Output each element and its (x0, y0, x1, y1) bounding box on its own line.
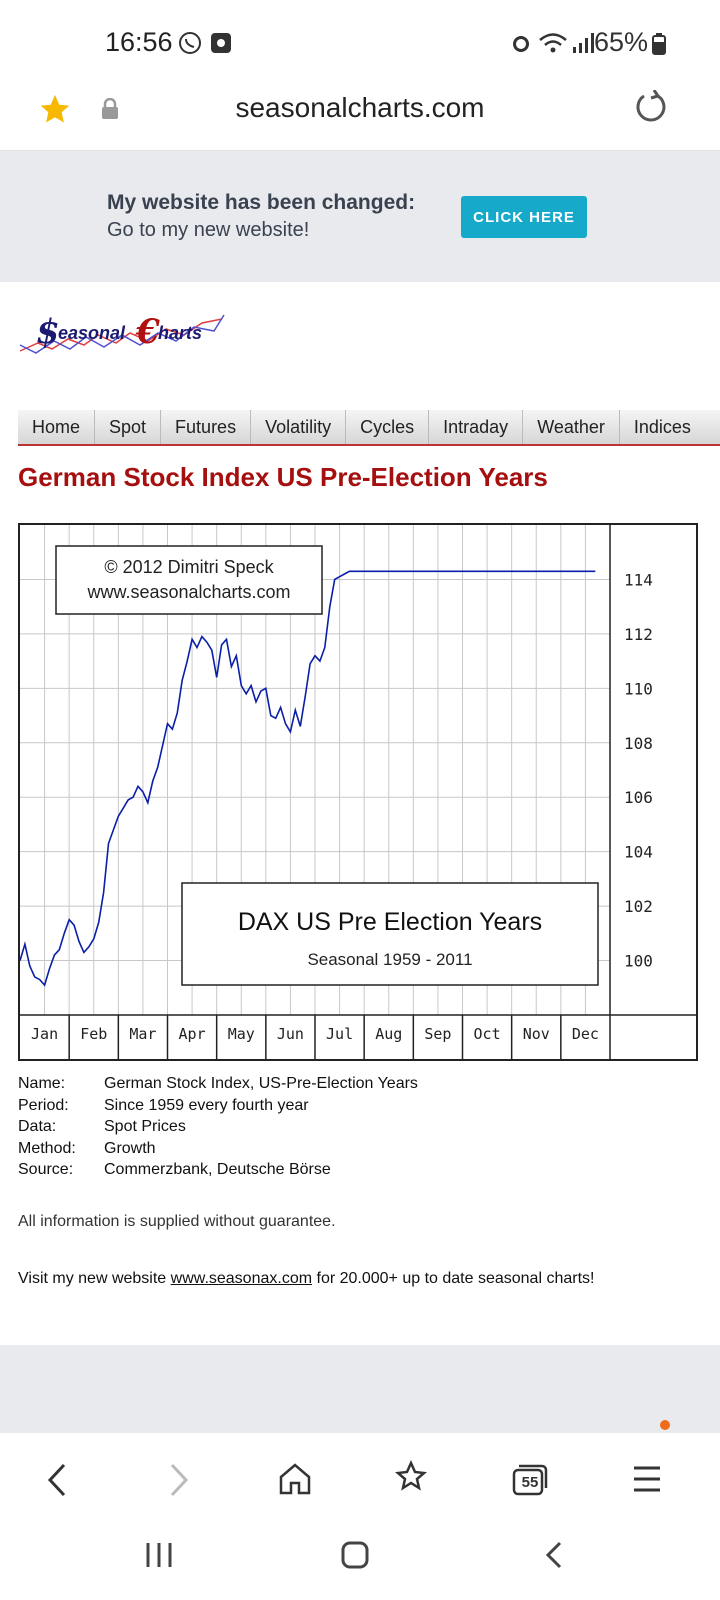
chart-title: DAX US Pre Election Years (238, 908, 542, 936)
nav-weather[interactable]: Weather (523, 410, 620, 444)
battery-level: 65% (593, 27, 648, 57)
nav-spot[interactable]: Spot (95, 410, 162, 444)
clock: 16:56 (105, 27, 173, 57)
recent-apps-icon[interactable] (144, 1540, 174, 1570)
y-tick-label: 112 (624, 625, 653, 644)
info-value: Commerzbank, Deutsche Börse (104, 1161, 331, 1178)
x-tick-label: Mar (129, 1025, 156, 1043)
whatsapp-icon (178, 31, 202, 55)
svg-text:easonal: easonal (58, 323, 126, 343)
y-tick-label: 104 (624, 843, 653, 862)
battery-icon (652, 33, 666, 55)
app-notification-icon (210, 32, 232, 54)
chart-title-box (181, 882, 599, 986)
series-line (19, 570, 596, 987)
y-tick-label: 102 (624, 897, 653, 916)
site-nav: Home Spot Futures Volatility Cycles Intr… (18, 410, 720, 446)
svg-text:$: $ (36, 312, 60, 352)
nav-volatility[interactable]: Volatility (251, 410, 347, 444)
y-tick-label: 110 (624, 679, 653, 698)
copyright-line-1: © 2012 Dimitri Speck (104, 557, 274, 577)
info-key: Data: (18, 1118, 57, 1135)
info-row: Source: Commerzbank, Deutsche Börse (18, 1161, 418, 1183)
site-logo[interactable]: $ easonal € harts (18, 305, 228, 365)
browser-toolbar: 55 (0, 1420, 720, 1526)
back-icon[interactable] (44, 1462, 70, 1498)
info-key: Name: (18, 1075, 66, 1092)
page-title: German Stock Index US Pre-Election Years (18, 462, 548, 492)
menu-notification-dot (660, 1420, 670, 1430)
click-here-button[interactable]: CLICK HERE (461, 196, 587, 238)
x-tick-label: Apr (179, 1025, 206, 1043)
seasonal-chart: Jan Feb Mar Apr May Jun Jul Aug Sep Oct Nov Dec 114 1… (18, 523, 698, 1061)
browser-url-bar[interactable]: seasonalcharts.com (0, 80, 720, 151)
system-back-icon[interactable] (542, 1540, 566, 1570)
chart-subtitle: Seasonal 1959 - 2011 (307, 950, 472, 969)
x-tick-label: Jan (31, 1025, 58, 1043)
bookmark-star-icon[interactable] (38, 92, 72, 126)
wifi-icon (538, 32, 568, 54)
nav-home[interactable]: Home (18, 410, 96, 444)
info-value: Spot Prices (104, 1118, 186, 1135)
info-value: Since 1959 every fourth year (104, 1096, 309, 1114)
nav-cycles[interactable]: Cycles (346, 410, 430, 444)
y-tick-label: 106 (624, 788, 653, 807)
info-row: Method: Growth (18, 1140, 418, 1162)
home-button-icon[interactable] (340, 1540, 370, 1570)
info-key: Method: (18, 1139, 76, 1157)
info-key: Source: (18, 1161, 74, 1178)
nav-intraday[interactable]: Intraday (429, 410, 524, 444)
system-nav-bar (0, 1526, 720, 1600)
url-text[interactable]: seasonalcharts.com (235, 92, 485, 123)
info-row: Period: Since 1959 every fourth year (18, 1097, 418, 1119)
lock-icon (100, 98, 120, 120)
signal-icon (572, 32, 594, 54)
info-row: Data: Spot Prices (18, 1118, 418, 1140)
tabs-count: 55 (521, 1474, 539, 1491)
y-tick-label: 114 (624, 570, 653, 589)
alarm-icon (510, 32, 532, 54)
status-bar: 16:56 65% (0, 0, 720, 80)
chart-svg: Jan Feb Mar Apr May Jun Jul Aug Sep Oct Nov Dec 114 1… (19, 525, 696, 1059)
home-icon[interactable] (278, 1462, 312, 1496)
x-tick-label: Nov (523, 1025, 550, 1043)
copyright-box (55, 545, 323, 615)
x-tick-label: Jul (326, 1025, 353, 1043)
banner-subtext: Go to my new website! (107, 219, 310, 241)
x-tick-label: Sep (424, 1025, 451, 1043)
y-tick-label: 100 (624, 952, 653, 971)
svg-text:harts: harts (158, 323, 202, 343)
x-tick-label: Oct (474, 1025, 501, 1043)
menu-icon[interactable] (632, 1464, 662, 1494)
notice-banner: My website has been changed: Go to my ne… (0, 151, 720, 282)
visit-text: Visit my new website www.seasonax.com fo… (18, 1270, 594, 1288)
copyright-line-2: www.seasonalcharts.com (86, 582, 290, 602)
info-row: Name: German Stock Index, US-Pre-Election… (18, 1075, 418, 1097)
x-tick-label: Dec (572, 1025, 599, 1043)
x-tick-label: Jun (277, 1025, 304, 1043)
forward-icon[interactable] (166, 1462, 192, 1498)
visit-post: for 20.000+ up to date seasonal charts! (312, 1270, 595, 1287)
svg-text:€: € (135, 312, 160, 352)
banner-heading: My website has been changed: (107, 191, 416, 214)
footer-band (0, 1345, 720, 1433)
x-tick-label: Aug (375, 1025, 402, 1043)
visit-pre: Visit my new website (18, 1270, 171, 1287)
seasonax-link[interactable]: www.seasonax.com (170, 1270, 313, 1287)
disclaimer: All information is supplied without guar… (18, 1213, 336, 1230)
reload-icon[interactable] (634, 90, 668, 124)
x-tick-label: Feb (80, 1025, 107, 1043)
chart-info: Name: German Stock Index, US-Pre-Election… (18, 1075, 418, 1183)
info-key: Period: (18, 1096, 69, 1114)
info-value: Growth (104, 1139, 156, 1157)
tabs-icon[interactable] (512, 1462, 548, 1496)
bookmarks-icon[interactable] (394, 1460, 430, 1496)
info-value: German Stock Index, US-Pre-Election Year… (104, 1075, 418, 1092)
nav-futures[interactable]: Futures (161, 410, 252, 444)
y-tick-label: 108 (624, 734, 653, 753)
x-tick-label: May (228, 1025, 255, 1043)
nav-indices[interactable]: Indices (633, 417, 691, 437)
